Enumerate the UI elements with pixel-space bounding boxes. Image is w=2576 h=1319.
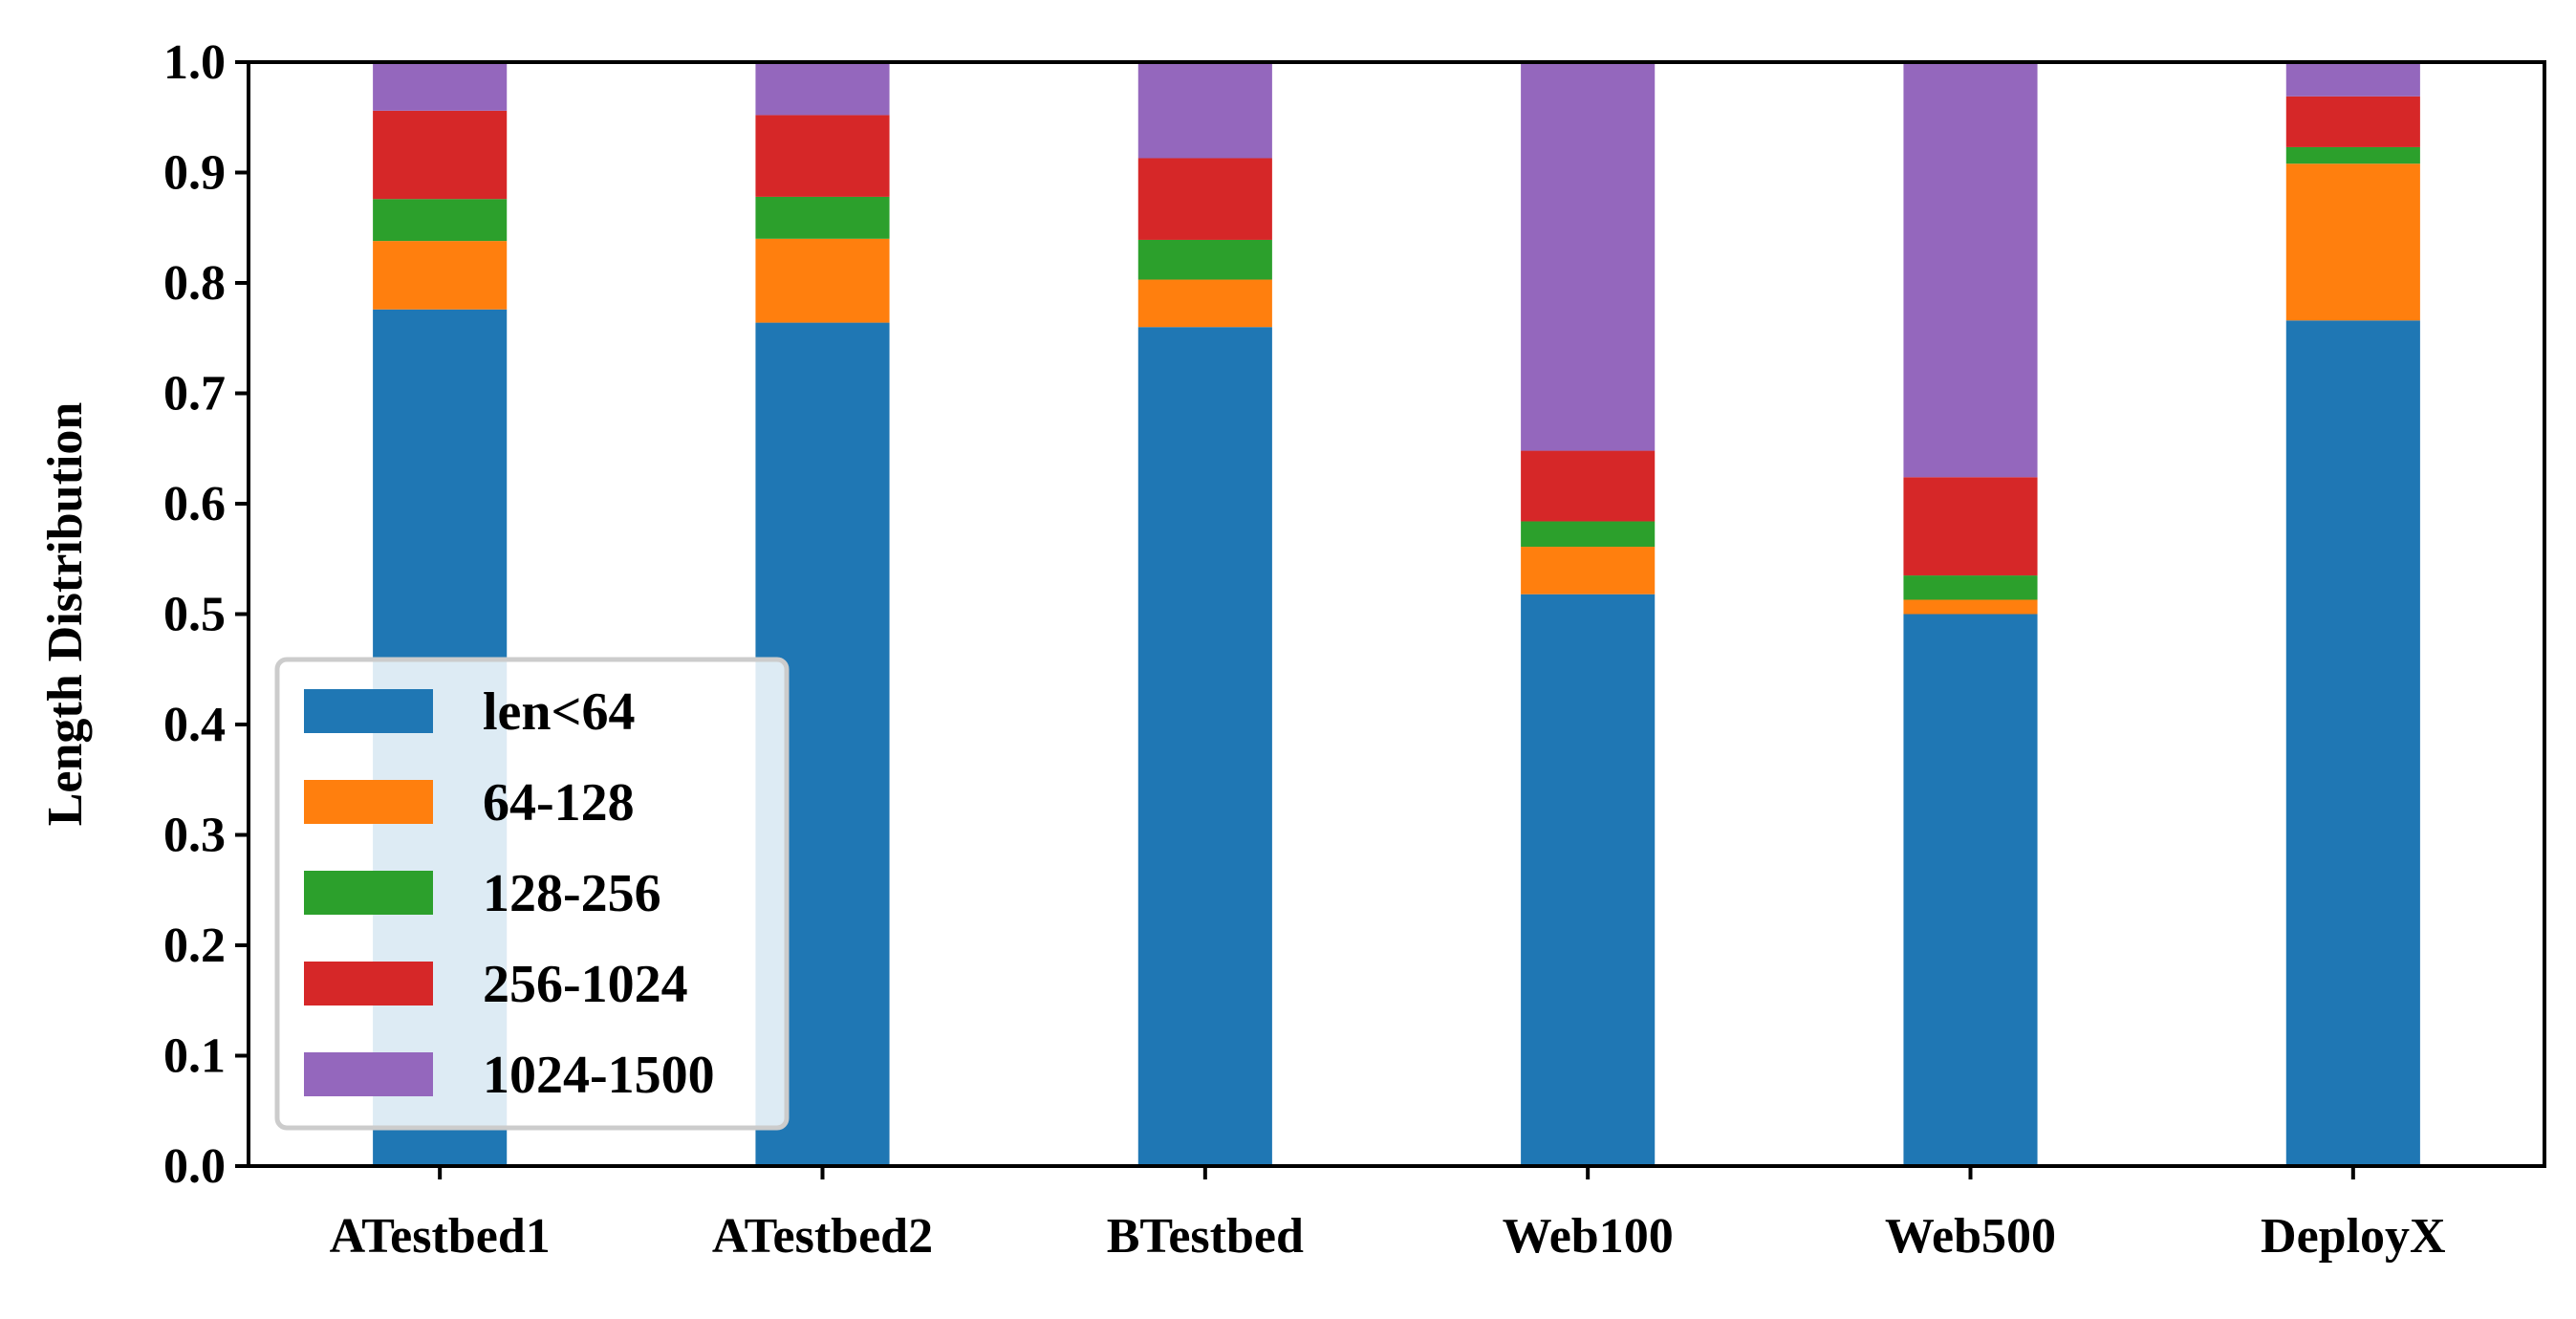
x-tick-label-web100: Web100 xyxy=(1503,1209,1674,1264)
legend-swatch-256-1024 xyxy=(304,962,433,1005)
x-tick-label-atestbed1: ATestbed1 xyxy=(330,1209,551,1264)
x-axis-ticks: ATestbed1 ATestbed2 BTestbed Web100 Web500 De… xyxy=(330,1166,2446,1264)
bar-web100-len-64 xyxy=(1521,594,1656,1166)
bar-web100-64-128 xyxy=(1521,547,1656,595)
y-tick-label: 0.9 xyxy=(163,146,226,201)
x-tick-label-atestbed2: ATestbed2 xyxy=(712,1209,933,1264)
bar-btestbed-len-64 xyxy=(1137,327,1272,1166)
bar-btestbed-1024-1500 xyxy=(1137,62,1272,159)
y-axis-label: Length Distribution xyxy=(38,402,93,827)
legend-label-64-128: 64-128 xyxy=(483,773,635,832)
bar-atestbed1-64-128 xyxy=(373,241,508,310)
y-tick-label: 0.6 xyxy=(163,477,226,531)
bar-btestbed-128-256 xyxy=(1137,239,1272,280)
bar-web500-128-256 xyxy=(1903,575,2038,600)
bar-deployx-len-64 xyxy=(2285,320,2420,1166)
bar-btestbed-256-1024 xyxy=(1137,158,1272,240)
legend: len<64 64-128 128-256 256-1024 1024-1500 xyxy=(274,657,790,1131)
y-tick-label: 0.1 xyxy=(163,1029,226,1084)
y-tick-label: 0.7 xyxy=(163,367,226,422)
bar-atestbed1-1024-1500 xyxy=(373,62,508,111)
plot-frame xyxy=(247,60,2546,1168)
bar-deployx-256-1024 xyxy=(2285,96,2420,147)
legend-label-len-64: len<64 xyxy=(483,682,635,742)
bar-atestbed1-256-1024 xyxy=(373,110,508,200)
legend-label-1024-1500: 1024-1500 xyxy=(483,1046,715,1105)
bar-web100-128-256 xyxy=(1521,521,1656,548)
legend-label-256-1024: 256-1024 xyxy=(483,955,688,1014)
bar-atestbed2-128-256 xyxy=(755,196,890,239)
y-tick-label: 0.8 xyxy=(163,256,226,311)
legend-box xyxy=(274,657,790,1131)
x-tick-label-deployx: DeployX xyxy=(2261,1209,2446,1264)
bar-deployx-1024-1500 xyxy=(2285,62,2420,97)
bar-btestbed-64-128 xyxy=(1137,279,1272,328)
y-tick-label: 0.0 xyxy=(163,1139,226,1194)
y-tick-label: 0.4 xyxy=(163,698,226,752)
bar-atestbed2-1024-1500 xyxy=(755,62,890,116)
bar-deployx-128-256 xyxy=(2285,146,2420,164)
x-tick-label-web500: Web500 xyxy=(1885,1209,2056,1264)
bar-atestbed1-128-256 xyxy=(373,199,508,242)
bar-atestbed2-64-128 xyxy=(755,238,890,323)
bars-layer xyxy=(373,62,2420,1167)
legend-items: len<64 64-128 128-256 256-1024 1024-1500 xyxy=(304,682,715,1105)
bar-web500-256-1024 xyxy=(1903,477,2038,576)
bar-atestbed2-256-1024 xyxy=(755,115,890,197)
y-tick-label: 0.3 xyxy=(163,809,226,863)
bar-web500-1024-1500 xyxy=(1903,62,2038,478)
legend-swatch-len-64 xyxy=(304,689,433,733)
bar-web500-len-64 xyxy=(1903,614,2038,1166)
bar-deployx-64-128 xyxy=(2285,163,2420,321)
y-tick-label: 0.2 xyxy=(163,919,226,973)
legend-label-128-256: 128-256 xyxy=(483,864,661,923)
legend-swatch-64-128 xyxy=(304,780,433,824)
legend-swatch-1024-1500 xyxy=(304,1052,433,1096)
y-tick-label: 1.0 xyxy=(163,35,226,90)
bar-web500-64-128 xyxy=(1903,599,2038,615)
y-axis-ticks: 0.0 0.1 0.2 0.3 0.4 0.5 0.6 0.7 0.8 0.9 1.0 xyxy=(163,35,249,1194)
x-tick-label-btestbed: BTestbed xyxy=(1107,1209,1304,1264)
bar-web100-256-1024 xyxy=(1521,450,1656,522)
y-tick-label: 0.5 xyxy=(163,588,226,642)
legend-swatch-128-256 xyxy=(304,871,433,915)
bar-web100-1024-1500 xyxy=(1521,62,1656,451)
